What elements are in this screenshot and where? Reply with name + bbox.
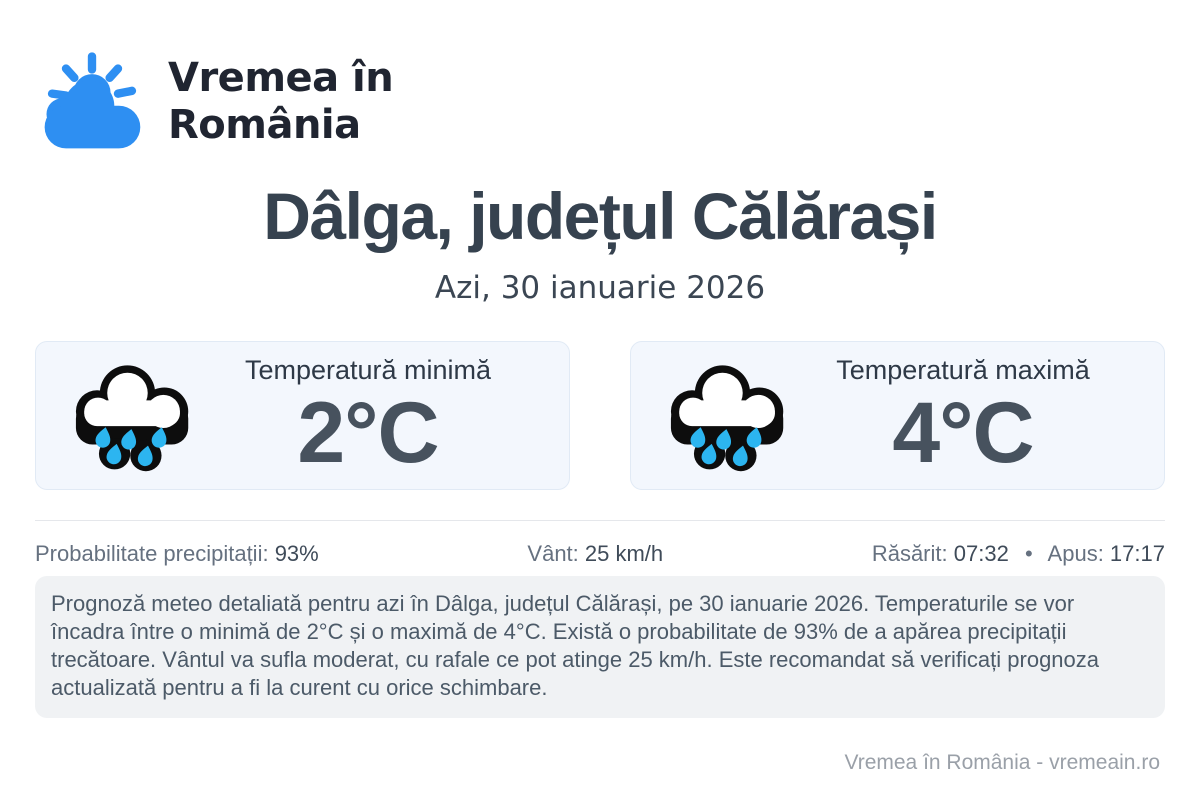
app-logo: Vremea în România	[40, 48, 394, 156]
max-temperature-label: Temperatură maximă	[836, 355, 1090, 385]
logo-wordmark: Vremea în România	[168, 54, 394, 149]
sunset-label: Apus:	[1047, 541, 1110, 566]
page-title: Dâlga, județul Călărași	[263, 179, 938, 253]
min-temperature-value: 2°C	[297, 385, 439, 481]
sunset-value: 17:17	[1109, 541, 1165, 566]
divider	[35, 520, 1165, 521]
precipitation-detail: Probabilitate precipitații: 93%	[35, 541, 319, 567]
sunrise-label: Răsărit:	[871, 541, 954, 566]
rain-cloud-icon	[72, 358, 194, 474]
page-subtitle: Azi, 30 ianuarie 2026	[434, 270, 766, 306]
sunrise-value: 07:32	[953, 541, 1009, 566]
sun-times-detail: Răsărit: 07:32 • Apus: 17:17	[872, 541, 1165, 567]
min-temperature-card: Temperatură minimă 2°C	[35, 341, 570, 490]
weather-details-row: Probabilitate precipitații: 93% Vânt: 25…	[35, 541, 1165, 567]
footer-credit: Vremea în România - vremeain.ro	[844, 751, 1160, 774]
forecast-description-text: Prognoză meteo detaliată pentru azi în D…	[51, 591, 1100, 700]
max-temperature-text: Temperatură maximă 4°C	[803, 355, 1123, 476]
precipitation-value: 93%	[274, 541, 319, 566]
wind-detail: Vânt: 25 km/h	[527, 541, 663, 567]
precipitation-label: Probabilitate precipitații:	[35, 541, 275, 566]
bullet-separator: •	[1024, 541, 1033, 566]
wind-value: 25 km/h	[584, 541, 664, 566]
forecast-description-box: Prognoză meteo detaliată pentru azi în D…	[35, 576, 1165, 718]
max-temperature-value: 4°C	[892, 385, 1034, 481]
logo-line-2: România	[168, 102, 361, 148]
title-block: Dâlga, județul Călărași Azi, 30 ianuarie…	[0, 178, 1200, 306]
min-temperature-text: Temperatură minimă 2°C	[208, 355, 528, 476]
max-temperature-card: Temperatură maximă 4°C	[630, 341, 1165, 490]
logo-line-1: Vremea în	[168, 54, 394, 101]
rain-cloud-icon	[667, 358, 789, 474]
temperature-cards: Temperatură minimă 2°C	[35, 341, 1165, 490]
cloud-sun-icon	[40, 48, 144, 156]
wind-label: Vânt:	[527, 541, 585, 566]
min-temperature-label: Temperatură minimă	[244, 355, 492, 385]
